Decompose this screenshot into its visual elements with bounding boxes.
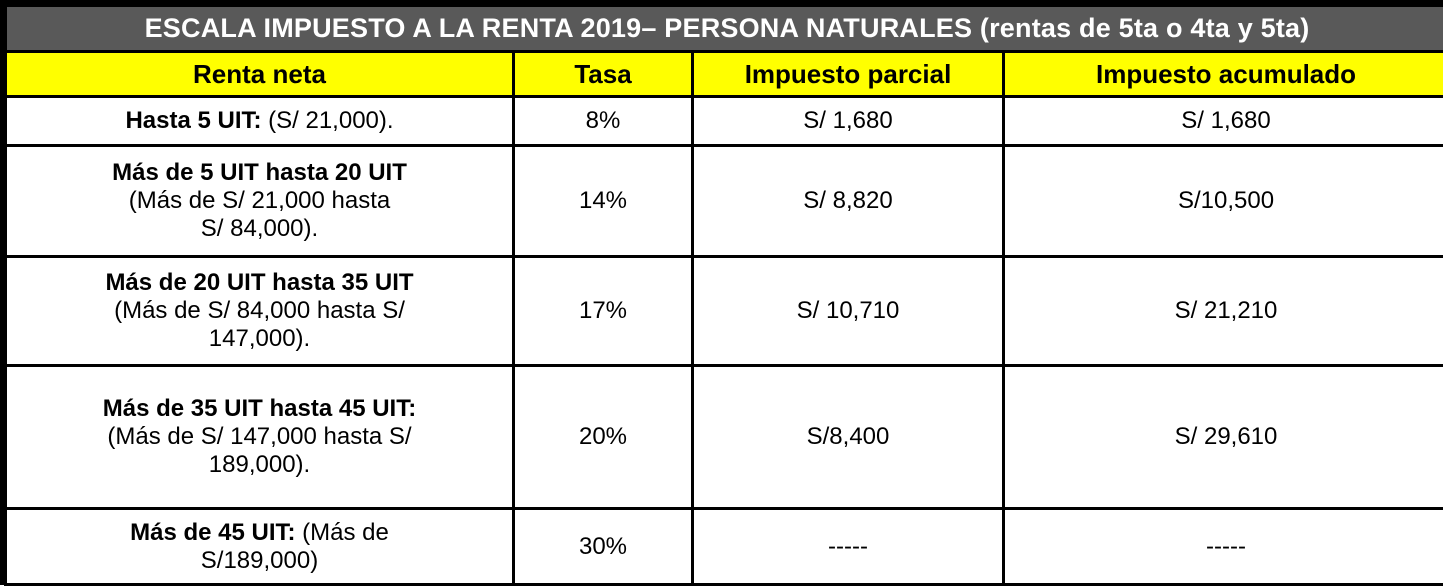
table-row: Hasta 5 UIT: (S/ 21,000). 8% S/ 1,680 S/… [6, 97, 1443, 146]
cell-impuesto-acumulado: ----- [1004, 509, 1443, 585]
cell-impuesto-acumulado: S/10,500 [1004, 146, 1443, 257]
cell-tasa: 8% [514, 97, 693, 146]
table-row: Más de 5 UIT hasta 20 UIT(Más de S/ 21,0… [6, 146, 1443, 257]
renta-plain-text: (Más de S/ 21,000 hasta S/ 84,000). [129, 187, 391, 242]
cell-impuesto-acumulado: S/ 1,680 [1004, 97, 1443, 146]
table-row: Más de 20 UIT hasta 35 UIT(Más de S/ 84,… [6, 257, 1443, 366]
cell-impuesto-parcial: ----- [693, 509, 1004, 585]
table-title-row: ESCALA IMPUESTO A LA RENTA 2019– PERSONA… [6, 6, 1443, 52]
cell-renta-neta: Hasta 5 UIT: (S/ 21,000). [6, 97, 514, 146]
tax-table: ESCALA IMPUESTO A LA RENTA 2019– PERSONA… [4, 4, 1443, 586]
cell-tasa: 30% [514, 509, 693, 585]
renta-plain-text: (Más de S/ 147,000 hasta S/ 189,000). [107, 423, 411, 478]
renta-bold-text: Más de 35 UIT hasta 45 UIT: [17, 395, 502, 423]
column-header-impuesto-parcial: Impuesto parcial [693, 52, 1004, 97]
renta-bold-text: Más de 5 UIT hasta 20 UIT [17, 159, 502, 187]
renta-bold-text: Más de 20 UIT hasta 35 UIT [17, 269, 502, 297]
cell-impuesto-acumulado: S/ 29,610 [1004, 366, 1443, 509]
cell-impuesto-parcial: S/ 1,680 [693, 97, 1004, 146]
cell-impuesto-parcial: S/8,400 [693, 366, 1004, 509]
cell-tasa: 14% [514, 146, 693, 257]
cell-tasa: 20% [514, 366, 693, 509]
cell-impuesto-parcial: S/ 8,820 [693, 146, 1004, 257]
cell-impuesto-acumulado: S/ 21,210 [1004, 257, 1443, 366]
table-row: Más de 35 UIT hasta 45 UIT:(Más de S/ 14… [6, 366, 1443, 509]
cell-impuesto-parcial: S/ 10,710 [693, 257, 1004, 366]
column-header-renta-neta: Renta neta [6, 52, 514, 97]
table-title: ESCALA IMPUESTO A LA RENTA 2019– PERSONA… [6, 6, 1443, 52]
cell-renta-neta: Más de 5 UIT hasta 20 UIT(Más de S/ 21,0… [6, 146, 514, 257]
cell-renta-neta: Más de 20 UIT hasta 35 UIT(Más de S/ 84,… [6, 257, 514, 366]
renta-plain-text: (S/ 21,000). [261, 107, 393, 134]
renta-bold-text: Hasta 5 UIT: [125, 107, 261, 134]
cell-renta-neta: Más de 35 UIT hasta 45 UIT:(Más de S/ 14… [6, 366, 514, 509]
cell-tasa: 17% [514, 257, 693, 366]
table-row: Más de 45 UIT: (Más de S/189,000) 30% --… [6, 509, 1443, 585]
column-header-tasa: Tasa [514, 52, 693, 97]
table-header-row: Renta neta Tasa Impuesto parcial Impuest… [6, 52, 1443, 97]
column-header-impuesto-acumulado: Impuesto acumulado [1004, 52, 1443, 97]
cell-renta-neta: Más de 45 UIT: (Más de S/189,000) [6, 509, 514, 585]
renta-bold-text: Más de 45 UIT: [130, 519, 295, 546]
renta-plain-text: (Más de S/ 84,000 hasta S/ 147,000). [114, 297, 405, 352]
